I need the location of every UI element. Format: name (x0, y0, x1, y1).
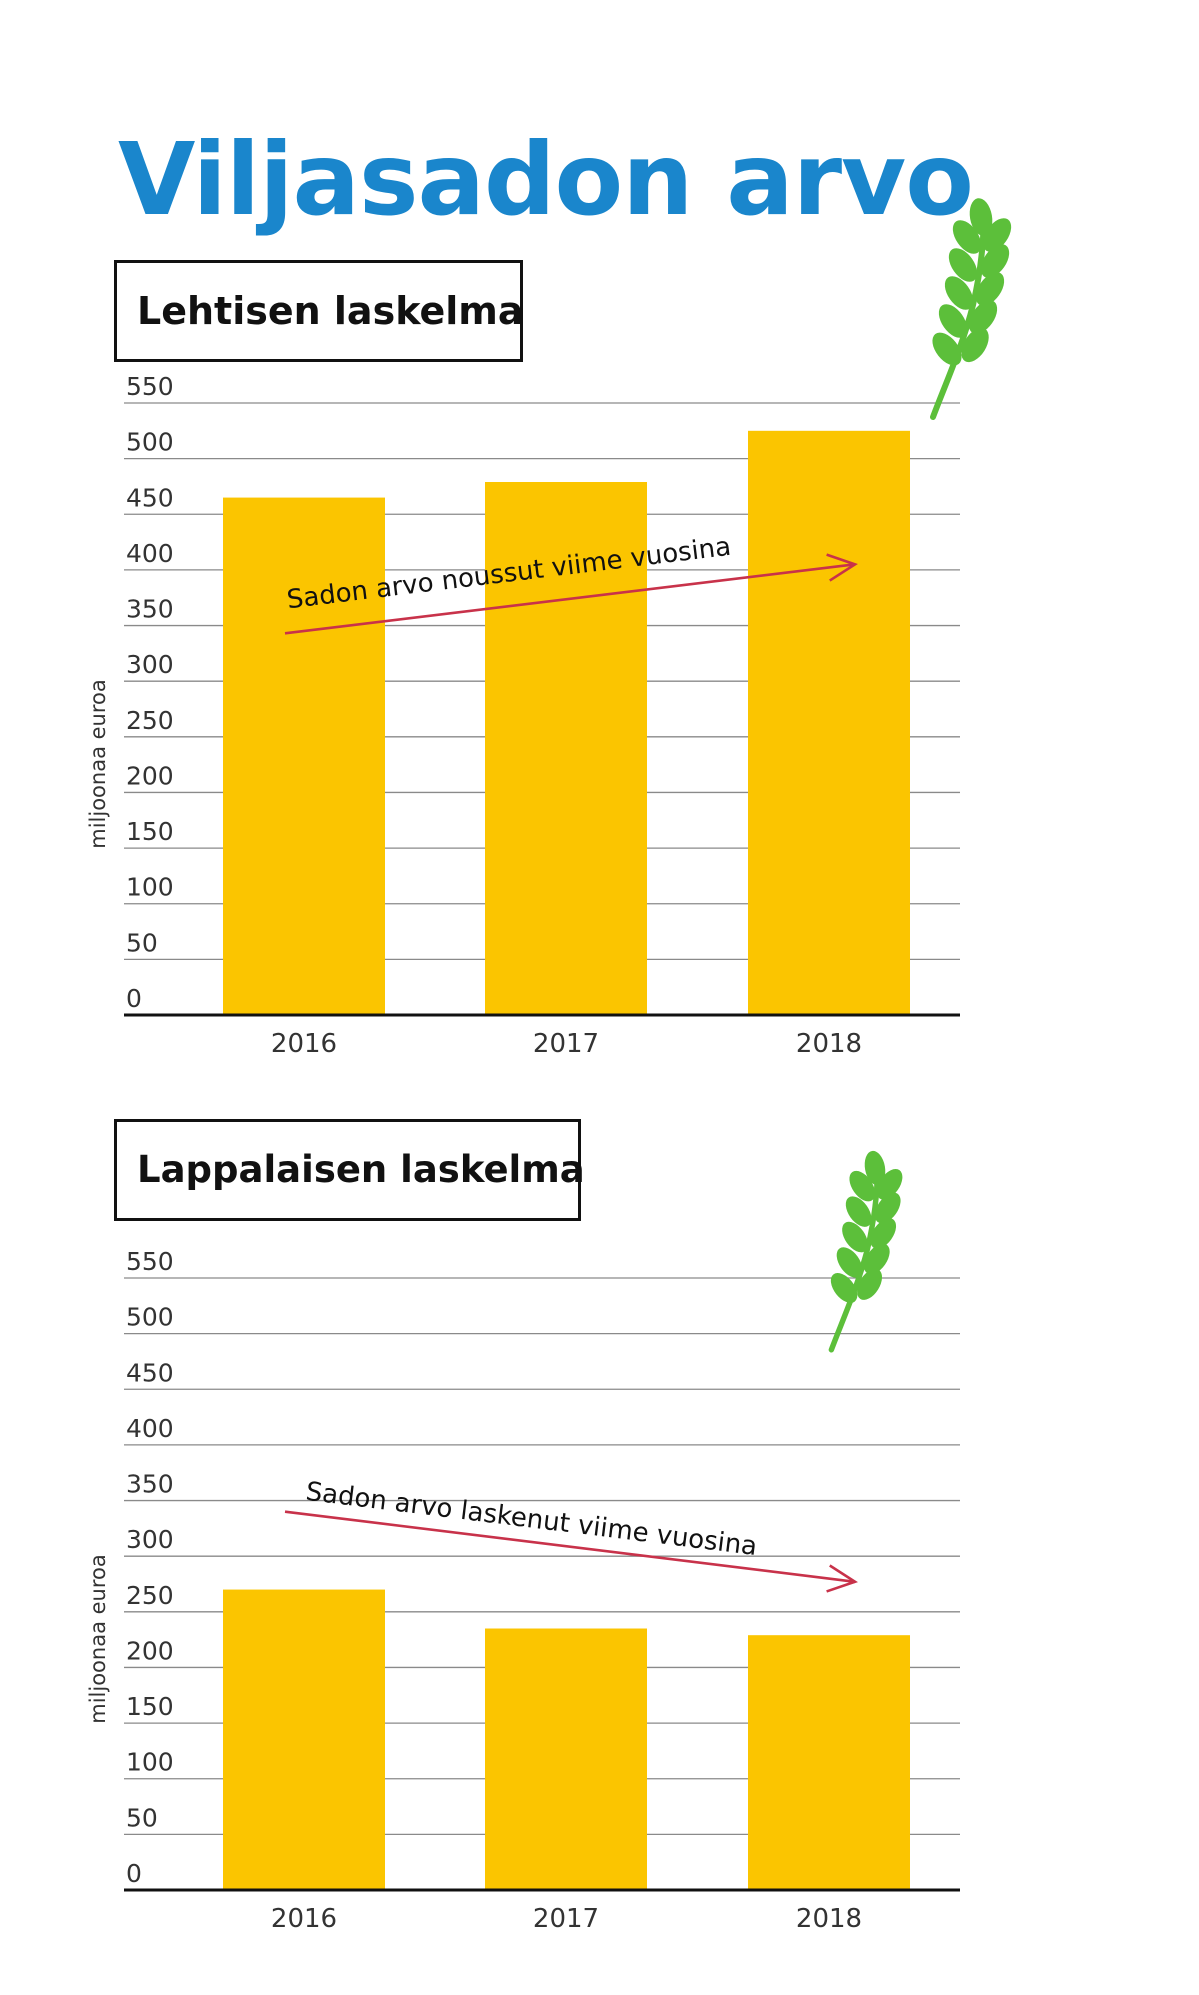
chart-2-title: Lappalaisen laskelma (114, 1119, 585, 1221)
y-tick-label: 150 (126, 1692, 174, 1721)
bar-2018 (748, 1635, 910, 1890)
bar-2017 (485, 482, 647, 1015)
y-axis-label: miljoonaa euroa (86, 1554, 110, 1724)
y-tick-label: 250 (126, 706, 174, 735)
chart-1: 0 50 100 150 200 250 300 350 400 450 500 550 2016 201… (86, 372, 960, 1059)
chart-1-title: Lehtisen laskelma (114, 260, 523, 362)
x-tick-label: 2016 (271, 1029, 337, 1059)
trend-arrowhead (826, 1564, 858, 1593)
y-tick-label: 50 (126, 1803, 158, 1832)
wheat-icon (828, 1150, 903, 1353)
x-tick-label: 2017 (533, 1029, 599, 1059)
y-tick-label: 300 (126, 650, 174, 679)
y-tick-label: 200 (126, 761, 174, 790)
trend-annotation: Sadon arvo laskenut viime vuosina (304, 1477, 759, 1562)
x-tick-label: 2017 (533, 1904, 599, 1934)
trend-arrow (284, 563, 856, 635)
y-tick-label: 250 (126, 1581, 174, 1610)
y-tick-label: 100 (126, 1748, 174, 1777)
y-tick-label: 350 (126, 595, 174, 624)
bar-2016 (223, 1589, 385, 1890)
y-tick-label: 0 (126, 1859, 142, 1888)
x-tick-label: 2018 (796, 1904, 862, 1934)
chart-2: 0 50 100 150 200 250 300 350 400 450 500 550 2016 201… (86, 1247, 960, 1934)
y-tick-label: 200 (126, 1636, 174, 1665)
y-axis-label: miljoonaa euroa (86, 679, 110, 849)
bar-2017 (485, 1628, 647, 1890)
bar-2018 (748, 430, 910, 1015)
y-tick-label: 300 (126, 1525, 174, 1554)
y-tick-label: 0 (126, 984, 142, 1013)
y-tick-label: 400 (126, 1414, 174, 1443)
trend-arrow (284, 1510, 856, 1584)
main-title: Viljasadon arvo (118, 121, 974, 238)
y-tick-label: 450 (126, 483, 174, 512)
y-tick-label: 550 (126, 1247, 174, 1276)
y-tick-label: 550 (126, 372, 174, 401)
y-tick-label: 150 (126, 817, 174, 846)
y-tick-label: 400 (126, 539, 174, 568)
y-tick-label: 500 (126, 1303, 174, 1332)
x-tick-label: 2018 (796, 1029, 862, 1059)
y-tick-label: 50 (126, 928, 158, 957)
y-tick-label: 350 (126, 1470, 174, 1499)
y-tick-label: 100 (126, 873, 174, 902)
y-tick-label: 450 (126, 1358, 174, 1387)
wheat-icon (930, 198, 1012, 420)
trend-arrowhead (826, 553, 858, 582)
y-tick-label: 500 (126, 428, 174, 457)
bar-2016 (223, 497, 385, 1016)
x-tick-label: 2016 (271, 1904, 337, 1934)
